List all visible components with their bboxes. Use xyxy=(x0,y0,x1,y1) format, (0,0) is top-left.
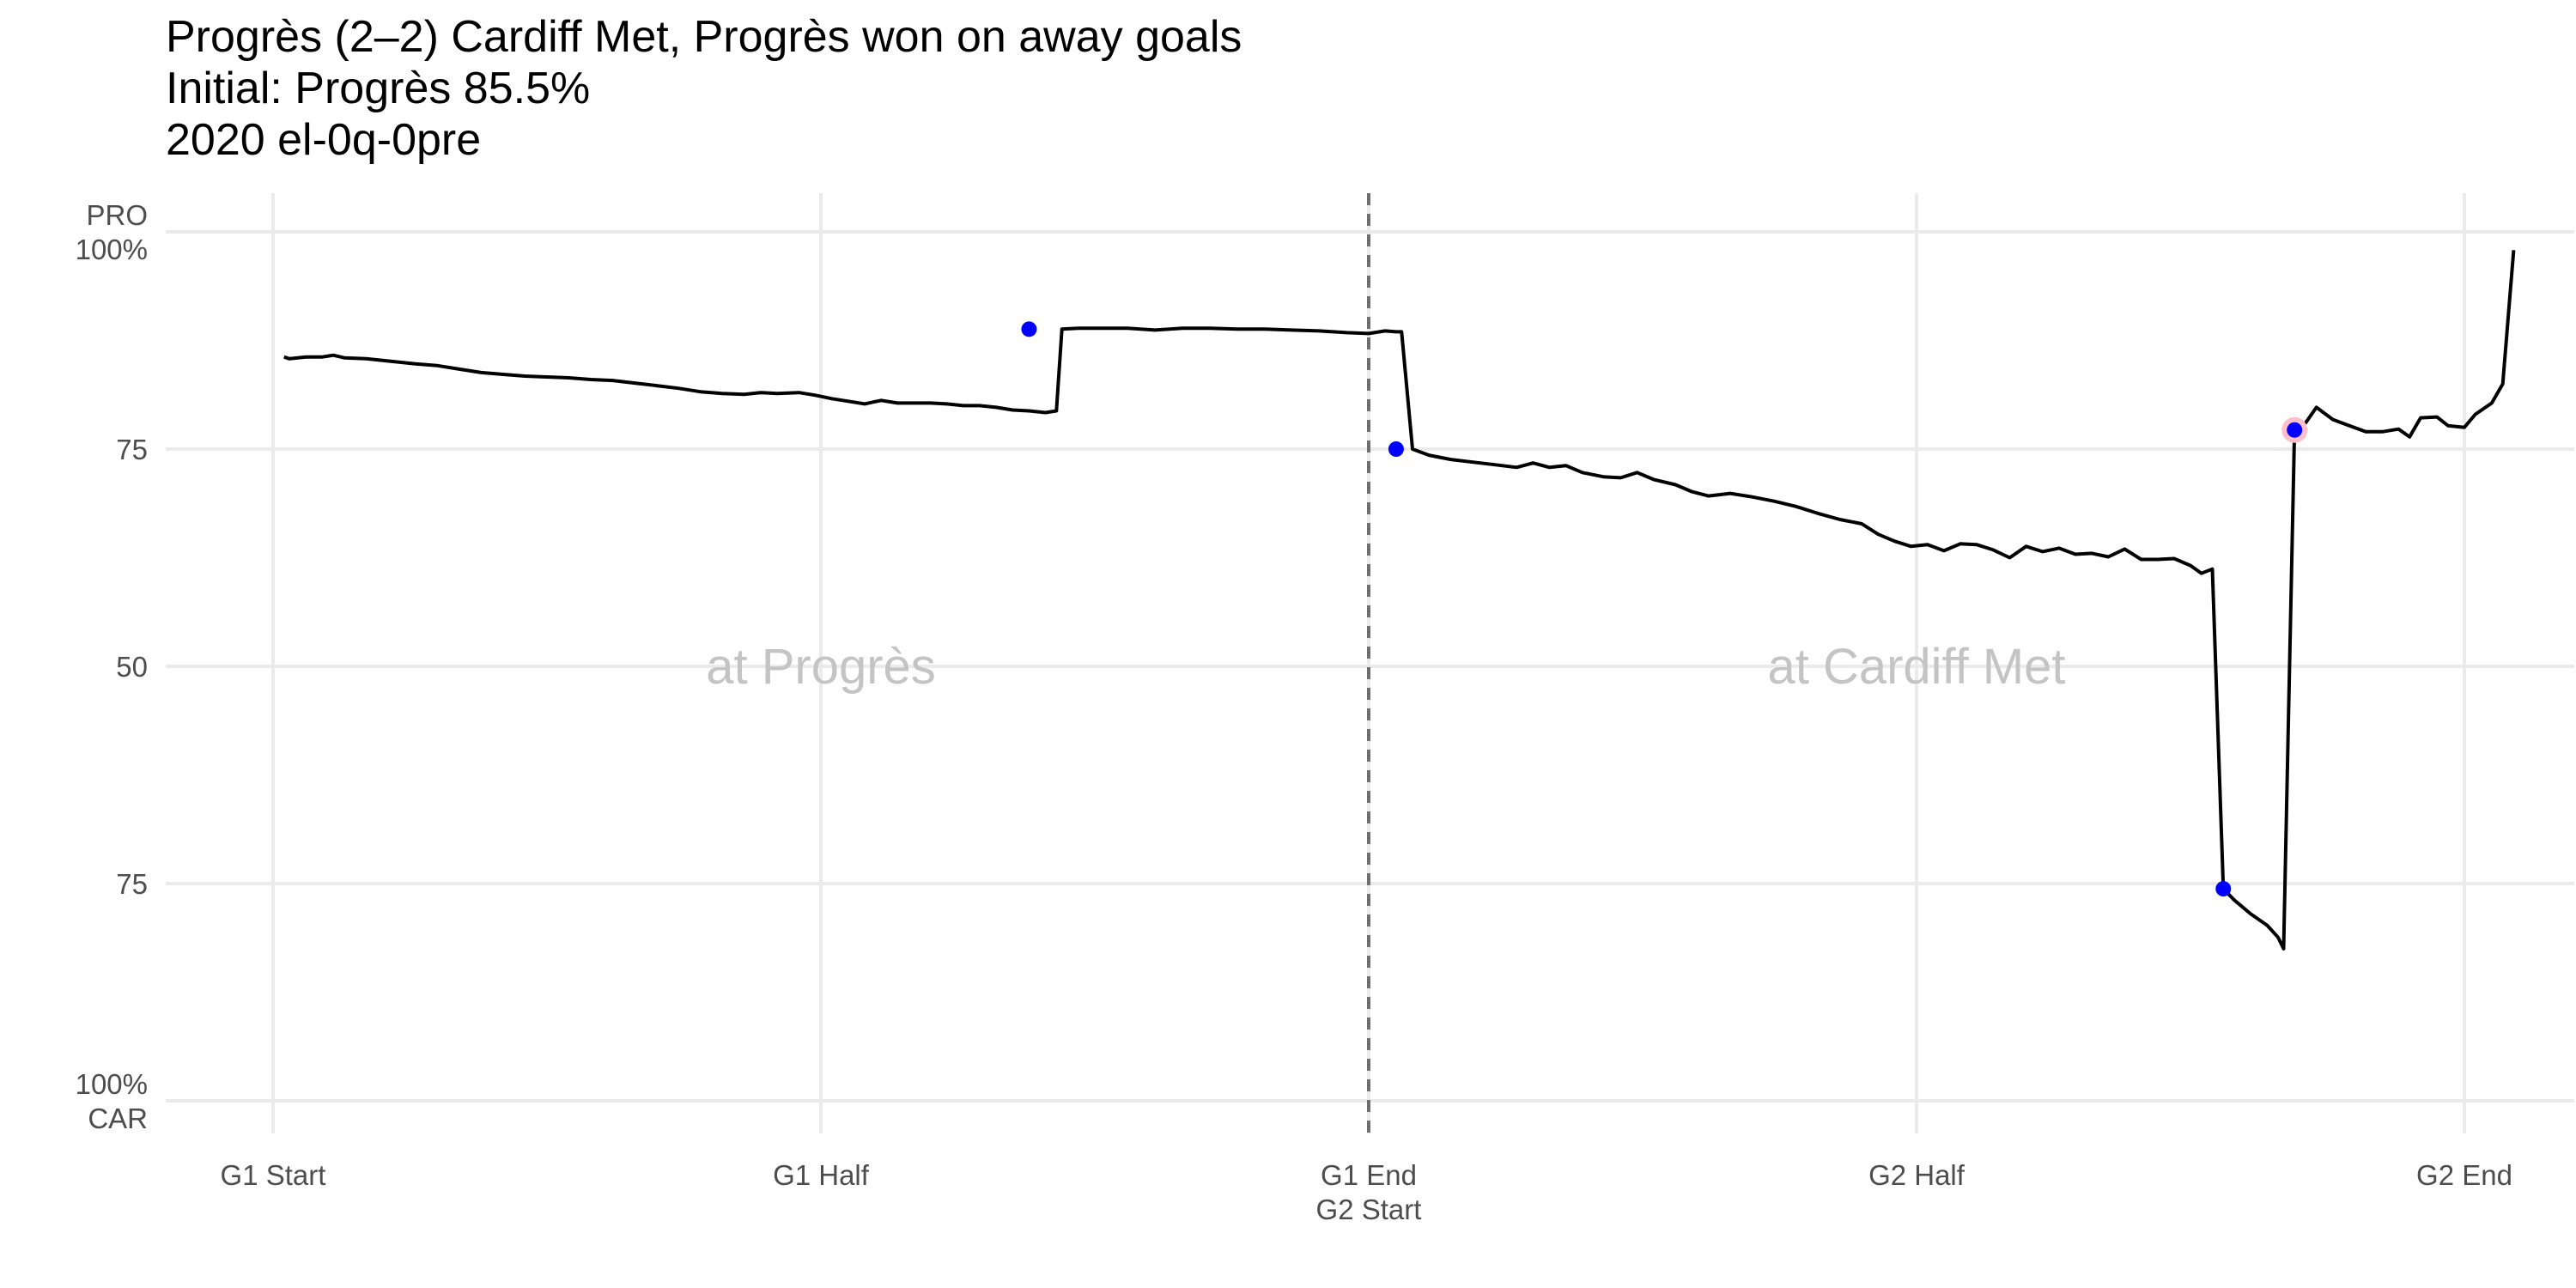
y-tick-label-4-0: 100% xyxy=(76,1068,148,1100)
x-tick-label-2-0: G1 End xyxy=(1321,1159,1417,1191)
chart-title: Progrès (2–2) Cardiff Met, Progrès won o… xyxy=(166,12,1242,62)
venue-labels: at Progrès at Cardiff Met xyxy=(706,639,2065,695)
chart-subtitle-initial: Initial: Progrès 85.5% xyxy=(166,64,590,113)
x-tick-label-3-0: G2 Half xyxy=(1868,1159,1965,1191)
x-tick-label-2-1: G2 Start xyxy=(1316,1194,1422,1225)
y-tick-label-0-1: 100% xyxy=(76,234,148,265)
goal-marker-0 xyxy=(1021,321,1037,337)
y-tick-label-0-0: PRO xyxy=(86,199,148,231)
goal-marker-1 xyxy=(1388,441,1404,457)
probability-series xyxy=(283,250,2516,951)
venue-label-0: at Progrès xyxy=(706,639,936,695)
x-tick-label-0-0: G1 Start xyxy=(221,1159,326,1191)
venue-label-1: at Cardiff Met xyxy=(1767,639,2065,695)
goal-markers xyxy=(1021,321,2308,897)
win-probability-line xyxy=(283,250,2516,951)
goal-marker-2 xyxy=(2215,881,2232,897)
chart-subtitle-competition: 2020 el-0q-0pre xyxy=(166,115,481,165)
y-tick-label-4-1: CAR xyxy=(88,1103,148,1134)
x-tick-label-4-0: G2 End xyxy=(2416,1159,2512,1191)
y-tick-label-2-0: 50 xyxy=(116,651,148,683)
x-tick-label-1-0: G1 Half xyxy=(773,1159,870,1191)
goal-marker-3 xyxy=(2287,422,2303,438)
y-tick-label-1-0: 75 xyxy=(116,434,148,465)
y-tick-label-3-0: 75 xyxy=(116,868,148,900)
